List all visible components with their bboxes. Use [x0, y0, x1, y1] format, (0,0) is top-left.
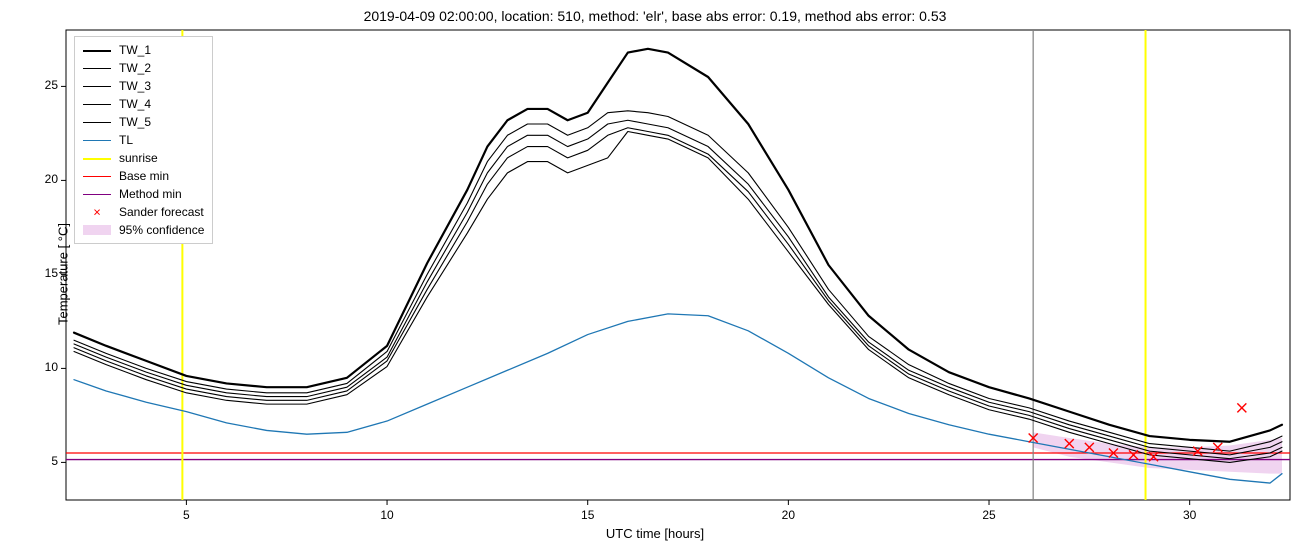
legend-label: TW_1 [119, 43, 151, 57]
y-tick-label: 20 [45, 172, 58, 186]
legend-swatch [83, 61, 111, 75]
legend-label: 95% confidence [119, 223, 204, 237]
chart-container: 2019-04-09 02:00:00, location: 510, meth… [0, 0, 1310, 547]
plot-frame [66, 30, 1290, 500]
legend-item: TW_2 [83, 59, 204, 77]
legend-swatch [83, 97, 111, 111]
legend-swatch [83, 43, 111, 57]
legend-swatch [83, 223, 111, 237]
x-tick-label: 10 [377, 508, 397, 522]
legend-item: TW_4 [83, 95, 204, 113]
legend-swatch [83, 187, 111, 201]
y-tick-label: 15 [45, 266, 58, 280]
x-tick-label: 30 [1180, 508, 1200, 522]
legend-swatch [83, 115, 111, 129]
legend-item: sunrise [83, 149, 204, 167]
legend-item: TW_1 [83, 41, 204, 59]
series-TW_4 [74, 128, 1282, 459]
legend-item: 95% confidence [83, 221, 204, 239]
legend-swatch [83, 133, 111, 147]
legend-item: TL [83, 131, 204, 149]
series-TW_3 [74, 120, 1282, 455]
legend-swatch: × [83, 205, 111, 219]
series-TW_1 [74, 49, 1282, 442]
legend-label: Method min [119, 187, 182, 201]
legend-label: TW_4 [119, 97, 151, 111]
legend-label: Sander forecast [119, 205, 204, 219]
legend-label: TW_2 [119, 61, 151, 75]
y-tick-label: 10 [45, 360, 58, 374]
series-TW_2 [74, 111, 1282, 451]
x-tick-label: 5 [176, 508, 196, 522]
x-tick-label: 25 [979, 508, 999, 522]
legend-label: TL [119, 133, 133, 147]
series-TW_5 [74, 132, 1282, 463]
x-tick-label: 20 [778, 508, 798, 522]
legend-item: Base min [83, 167, 204, 185]
x-marker-icon: × [93, 206, 101, 219]
legend-swatch [83, 151, 111, 165]
legend-swatch [83, 79, 111, 93]
legend-item: × Sander forecast [83, 203, 204, 221]
legend-label: TW_5 [119, 115, 151, 129]
legend-label: sunrise [119, 151, 158, 165]
legend-label: TW_3 [119, 79, 151, 93]
y-tick-label: 5 [51, 454, 58, 468]
legend-item: Method min [83, 185, 204, 203]
legend-swatch [83, 169, 111, 183]
legend-label: Base min [119, 169, 169, 183]
legend: TW_1 TW_2 TW_3 TW_4 TW_5 TL sunrise Base min Met… [74, 36, 213, 244]
y-tick-label: 25 [45, 78, 58, 92]
x-tick-label: 15 [578, 508, 598, 522]
legend-item: TW_3 [83, 77, 204, 95]
legend-item: TW_5 [83, 113, 204, 131]
